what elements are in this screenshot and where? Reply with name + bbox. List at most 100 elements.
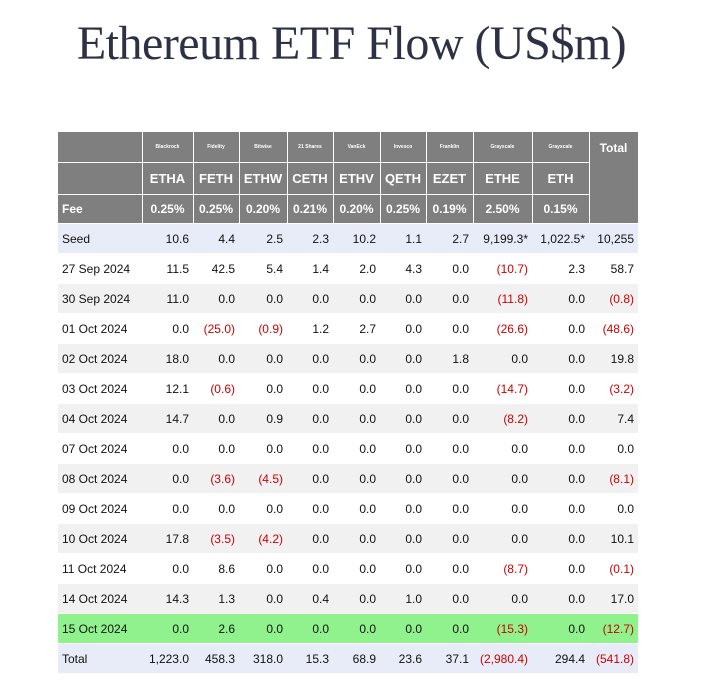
- flow-value: 0.0: [142, 493, 193, 524]
- row-label: 04 Oct 2024: [58, 403, 142, 434]
- issuer-name: Franklin: [426, 132, 474, 163]
- flow-value: 1,223.0: [142, 643, 193, 673]
- flow-value: 0.0: [380, 313, 426, 344]
- flow-value: 0.0: [426, 313, 473, 344]
- flow-value: 0.0: [193, 403, 239, 434]
- row-total: 10,255: [589, 223, 638, 254]
- issuer-name: 21 Shares: [287, 132, 334, 163]
- total-header: Total: [589, 132, 639, 224]
- flow-value: 0.0: [380, 463, 426, 494]
- flow-value: (4.5): [239, 463, 287, 494]
- flow-value: 0.0: [532, 313, 589, 344]
- flow-value: 68.9: [333, 643, 380, 673]
- fee-label: Fee: [58, 194, 143, 224]
- table-row: 30 Sep 2024 11.0 0.0 0.0 0.0 0.0 0.0 0.0 (11.8) 0…: [58, 283, 638, 314]
- flow-value: 2.6: [193, 613, 239, 644]
- flow-value: 0.0: [426, 463, 473, 494]
- header-blank: [58, 132, 143, 163]
- row-label: 09 Oct 2024: [58, 493, 142, 524]
- flow-value: 10.2: [333, 223, 380, 254]
- ticker: FETH: [193, 162, 240, 195]
- issuer-name: Grayscale: [473, 132, 533, 163]
- row-total: 0.0: [589, 433, 638, 464]
- flow-value: 0.0: [333, 493, 380, 524]
- flow-value: (10.7): [473, 253, 532, 284]
- row-label: Total: [58, 643, 142, 673]
- flow-value: 0.0: [333, 523, 380, 554]
- flow-value: 0.0: [426, 613, 473, 644]
- fee-value: 0.25%: [193, 194, 240, 224]
- flow-value: 37.1: [426, 643, 473, 673]
- ticker: ETHE: [473, 162, 533, 195]
- flow-value: 0.0: [380, 493, 426, 524]
- flow-value: 11.5: [142, 253, 193, 284]
- flow-value: 0.0: [239, 283, 287, 314]
- flow-value: 294.4: [532, 643, 589, 673]
- fee-value: 0.19%: [426, 194, 474, 224]
- flow-value: (14.7): [473, 373, 532, 404]
- flow-value: 0.0: [426, 523, 473, 554]
- flow-value: (15.3): [473, 613, 532, 644]
- flow-value: 0.0: [426, 253, 473, 284]
- flow-value: 14.3: [142, 583, 193, 614]
- row-label: 02 Oct 2024: [58, 343, 142, 374]
- fee-value: 0.21%: [287, 194, 334, 224]
- flow-value: 0.0: [239, 553, 287, 584]
- flow-value: 1,022.5*: [532, 223, 589, 254]
- ticker: CETH: [287, 162, 334, 195]
- header-blank: [58, 162, 143, 195]
- flow-value: 2.7: [333, 313, 380, 344]
- flow-value: 0.0: [380, 403, 426, 434]
- flow-value: 0.0: [333, 403, 380, 434]
- flow-value: 0.0: [333, 463, 380, 494]
- flow-value: 0.0: [142, 463, 193, 494]
- flow-value: 0.0: [380, 373, 426, 404]
- fee-value: 0.20%: [239, 194, 288, 224]
- flow-value: 0.0: [333, 373, 380, 404]
- flow-value: (0.6): [193, 373, 239, 404]
- table-row: 02 Oct 2024 18.0 0.0 0.0 0.0 0.0 0.0 1.8 0.0 0.0 1…: [58, 343, 638, 374]
- flow-value: 0.0: [333, 553, 380, 584]
- issuer-name: VanEck: [333, 132, 381, 163]
- row-label: 08 Oct 2024: [58, 463, 142, 494]
- row-label: 10 Oct 2024: [58, 523, 142, 554]
- row-total: (0.8): [589, 283, 638, 314]
- table-row: 08 Oct 2024 0.0 (3.6) (4.5) 0.0 0.0 0.0 0.0 0.0 0…: [58, 463, 638, 494]
- flow-value: 0.0: [473, 433, 532, 464]
- header-fees-row: Fee 0.25% 0.25% 0.20% 0.21% 0.20% 0.25% 0.19% 2.…: [58, 194, 638, 224]
- flow-value: 11.0: [142, 283, 193, 314]
- flow-value: 1.0: [380, 583, 426, 614]
- flow-value: 0.0: [333, 613, 380, 644]
- flow-value: 2.3: [532, 253, 589, 284]
- flow-value: 0.0: [532, 583, 589, 614]
- flow-value: 458.3: [193, 643, 239, 673]
- flow-value: 0.0: [287, 403, 333, 434]
- flow-value: 0.0: [287, 283, 333, 314]
- flow-value: 2.3: [287, 223, 333, 254]
- flow-value: 12.1: [142, 373, 193, 404]
- row-total: (541.8): [589, 643, 638, 673]
- row-label: 01 Oct 2024: [58, 313, 142, 344]
- row-label: 27 Sep 2024: [58, 253, 142, 284]
- table-row: 01 Oct 2024 0.0 (25.0) (0.9) 1.2 2.7 0.0 0.0 (26…: [58, 313, 638, 344]
- flow-value: 2.0: [333, 253, 380, 284]
- flow-value: 0.0: [287, 463, 333, 494]
- flow-value: 0.0: [287, 553, 333, 584]
- flow-value: (2,980.4): [473, 643, 532, 673]
- table-row: 11 Oct 2024 0.0 8.6 0.0 0.0 0.0 0.0 0.0 (8.7) 0.0…: [58, 553, 638, 584]
- flow-value: (8.7): [473, 553, 532, 584]
- table-row: 04 Oct 2024 14.7 0.0 0.9 0.0 0.0 0.0 0.0 (8.2) 0.…: [58, 403, 638, 434]
- flow-value: 0.0: [193, 433, 239, 464]
- flow-value: 4.4: [193, 223, 239, 254]
- flow-value: 0.0: [532, 373, 589, 404]
- flow-value: 0.0: [426, 583, 473, 614]
- flow-value: 0.9: [239, 403, 287, 434]
- flow-value: 0.0: [426, 493, 473, 524]
- row-label: 07 Oct 2024: [58, 433, 142, 464]
- issuer-name: Grayscale: [532, 132, 590, 163]
- flow-value: 0.0: [287, 493, 333, 524]
- flow-value: 0.0: [380, 553, 426, 584]
- ticker: ETHA: [142, 162, 194, 195]
- issuer-name: Blackrock: [142, 132, 194, 163]
- flow-value: 1.1: [380, 223, 426, 254]
